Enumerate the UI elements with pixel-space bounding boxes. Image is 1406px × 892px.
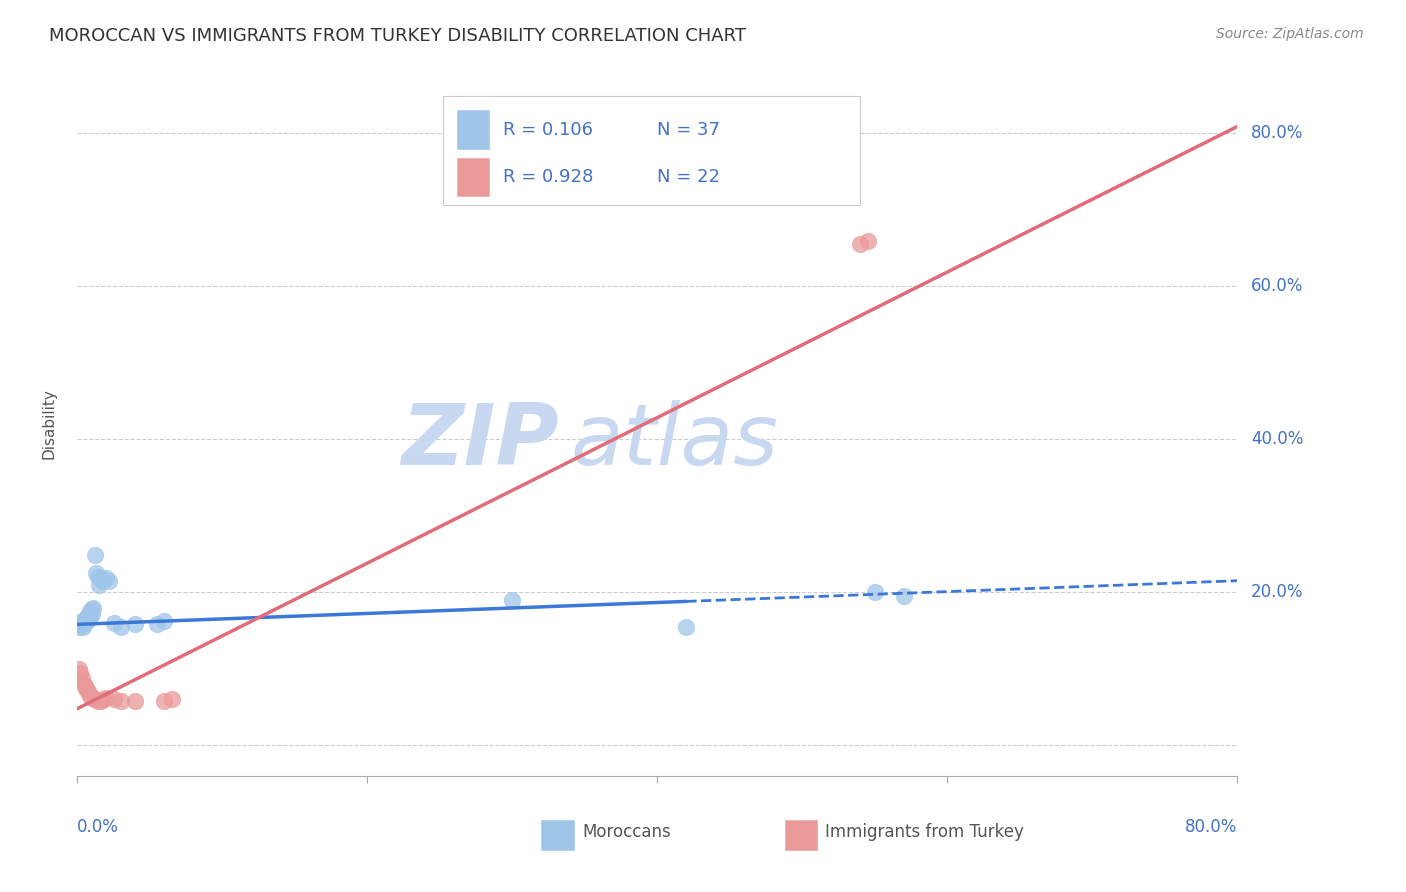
Point xyxy=(80,690,103,705)
Text: MOROCCAN VS IMMIGRANTS FROM TURKEY DISABILITY CORRELATION CHART: MOROCCAN VS IMMIGRANTS FROM TURKEY DISAB… xyxy=(49,27,747,45)
Bar xyxy=(785,821,817,850)
Point xyxy=(67,620,90,634)
Point xyxy=(146,617,169,632)
Point xyxy=(77,612,100,626)
Point xyxy=(849,236,872,251)
Point xyxy=(86,570,108,584)
Point xyxy=(80,602,103,616)
Point xyxy=(72,675,94,690)
Point xyxy=(86,694,108,708)
Point xyxy=(70,614,93,628)
Point xyxy=(675,620,697,634)
Point xyxy=(103,692,125,706)
Point xyxy=(110,620,132,634)
Point xyxy=(79,689,101,703)
Point xyxy=(70,615,93,630)
Bar xyxy=(541,821,574,850)
FancyBboxPatch shape xyxy=(443,96,860,205)
Point xyxy=(124,617,146,632)
Bar xyxy=(457,158,489,196)
Point xyxy=(82,600,104,615)
Text: R = 0.928: R = 0.928 xyxy=(503,168,593,186)
Point xyxy=(863,585,886,599)
Point xyxy=(153,614,176,628)
Text: N = 37: N = 37 xyxy=(658,120,720,139)
Point xyxy=(67,662,90,676)
Point xyxy=(76,683,98,698)
Point xyxy=(72,617,94,632)
Point xyxy=(75,681,97,695)
Text: 60.0%: 60.0% xyxy=(1251,277,1303,295)
Text: R = 0.106: R = 0.106 xyxy=(503,120,593,139)
Point xyxy=(70,671,93,685)
Text: 20.0%: 20.0% xyxy=(1251,583,1303,601)
Point xyxy=(90,694,111,708)
Point xyxy=(69,665,91,680)
Point xyxy=(103,615,125,630)
Point xyxy=(79,604,101,618)
Point xyxy=(90,571,111,585)
Point xyxy=(893,589,915,603)
Point xyxy=(153,694,176,708)
Point xyxy=(84,566,107,580)
Text: atlas: atlas xyxy=(571,400,779,483)
Point xyxy=(73,679,96,693)
Point xyxy=(76,609,98,624)
Text: 0.0%: 0.0% xyxy=(77,818,120,837)
Text: Moroccans: Moroccans xyxy=(582,823,671,841)
Text: Source: ZipAtlas.com: Source: ZipAtlas.com xyxy=(1216,27,1364,41)
Point xyxy=(856,235,879,249)
Point xyxy=(79,609,101,624)
Point xyxy=(501,592,523,607)
Point xyxy=(69,615,91,630)
Point xyxy=(110,694,132,708)
Point xyxy=(93,692,115,706)
Point xyxy=(75,612,97,626)
Point xyxy=(75,614,97,628)
Point xyxy=(83,692,105,706)
Point xyxy=(160,692,183,706)
Point xyxy=(76,615,98,629)
Text: N = 22: N = 22 xyxy=(658,168,720,186)
Text: 80.0%: 80.0% xyxy=(1251,124,1303,142)
Text: Immigrants from Turkey: Immigrants from Turkey xyxy=(825,823,1025,841)
Point xyxy=(87,577,110,591)
Point xyxy=(72,620,94,634)
Text: 80.0%: 80.0% xyxy=(1185,818,1237,837)
Bar xyxy=(457,111,489,149)
Point xyxy=(98,574,121,588)
Point xyxy=(124,694,146,708)
Point xyxy=(93,574,115,588)
Point xyxy=(73,615,96,630)
Text: ZIP: ZIP xyxy=(401,400,558,483)
Point xyxy=(83,549,105,563)
Point xyxy=(77,686,100,700)
Point xyxy=(73,615,96,629)
Point xyxy=(77,607,100,621)
Point xyxy=(96,571,118,585)
Point xyxy=(69,617,91,632)
Point xyxy=(80,607,103,621)
Y-axis label: Disability: Disability xyxy=(42,388,56,459)
Text: 40.0%: 40.0% xyxy=(1251,430,1303,448)
Point xyxy=(96,690,118,705)
